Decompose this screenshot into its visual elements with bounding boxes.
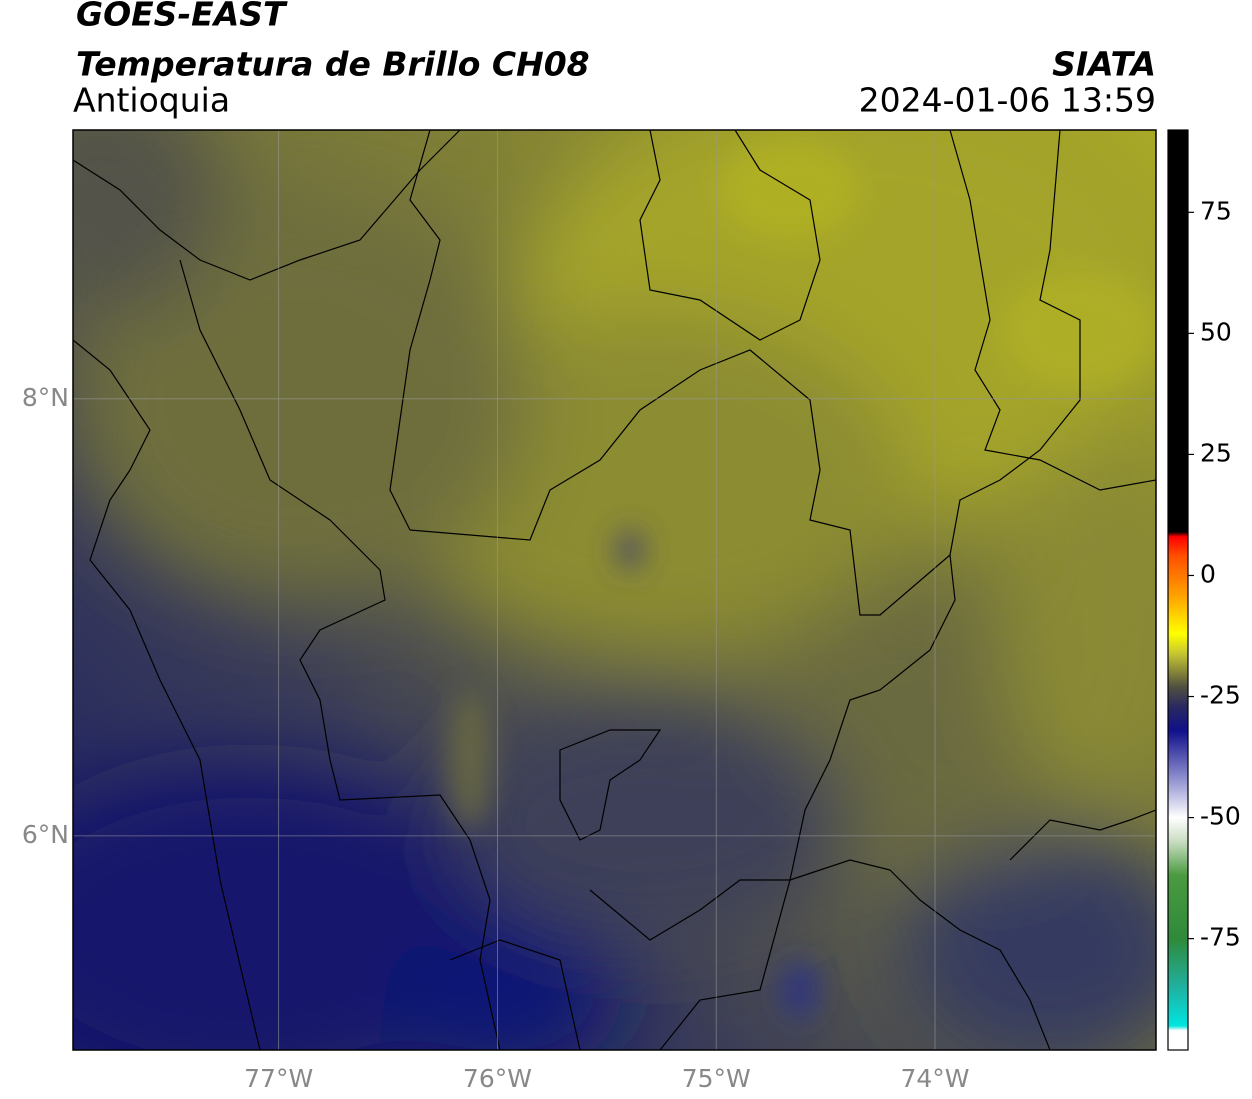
- y-tick-label: 8°N: [22, 383, 69, 412]
- colorbar-tick-label: -50: [1200, 802, 1241, 831]
- colorbar-tick-label: 0: [1200, 559, 1216, 588]
- satellite-image: [73, 130, 1156, 1050]
- subtitle: Temperatura de Brillo CH08: [76, 45, 590, 84]
- colorbar-fill: [1167, 129, 1189, 1051]
- timestamp: 2024-01-06 13:59: [859, 81, 1156, 120]
- borders: [73, 130, 1156, 1050]
- colorbar-tick-label: -75: [1200, 923, 1241, 952]
- x-tick-label: 75°W: [682, 1064, 751, 1093]
- title: GOES-EAST: [76, 0, 288, 34]
- y-tick-label: 6°N: [22, 820, 69, 849]
- colorbar-tick-label: 50: [1200, 317, 1232, 346]
- colorbar: -75 -50 -25 0 25 50 75: [1167, 129, 1241, 1051]
- graticule: [73, 130, 1156, 1050]
- map-frame: [72, 129, 1157, 1051]
- colorbar-tick-label: -25: [1200, 681, 1241, 710]
- x-tick-label: 77°W: [244, 1064, 313, 1093]
- source: SIATA: [1052, 45, 1156, 84]
- region: Antioquia: [73, 81, 230, 120]
- x-tick-label: 74°W: [901, 1064, 970, 1093]
- colorbar-tick-label: 75: [1200, 196, 1232, 225]
- x-tick-label: 76°W: [463, 1064, 532, 1093]
- colorbar-tick-label: 25: [1200, 438, 1232, 467]
